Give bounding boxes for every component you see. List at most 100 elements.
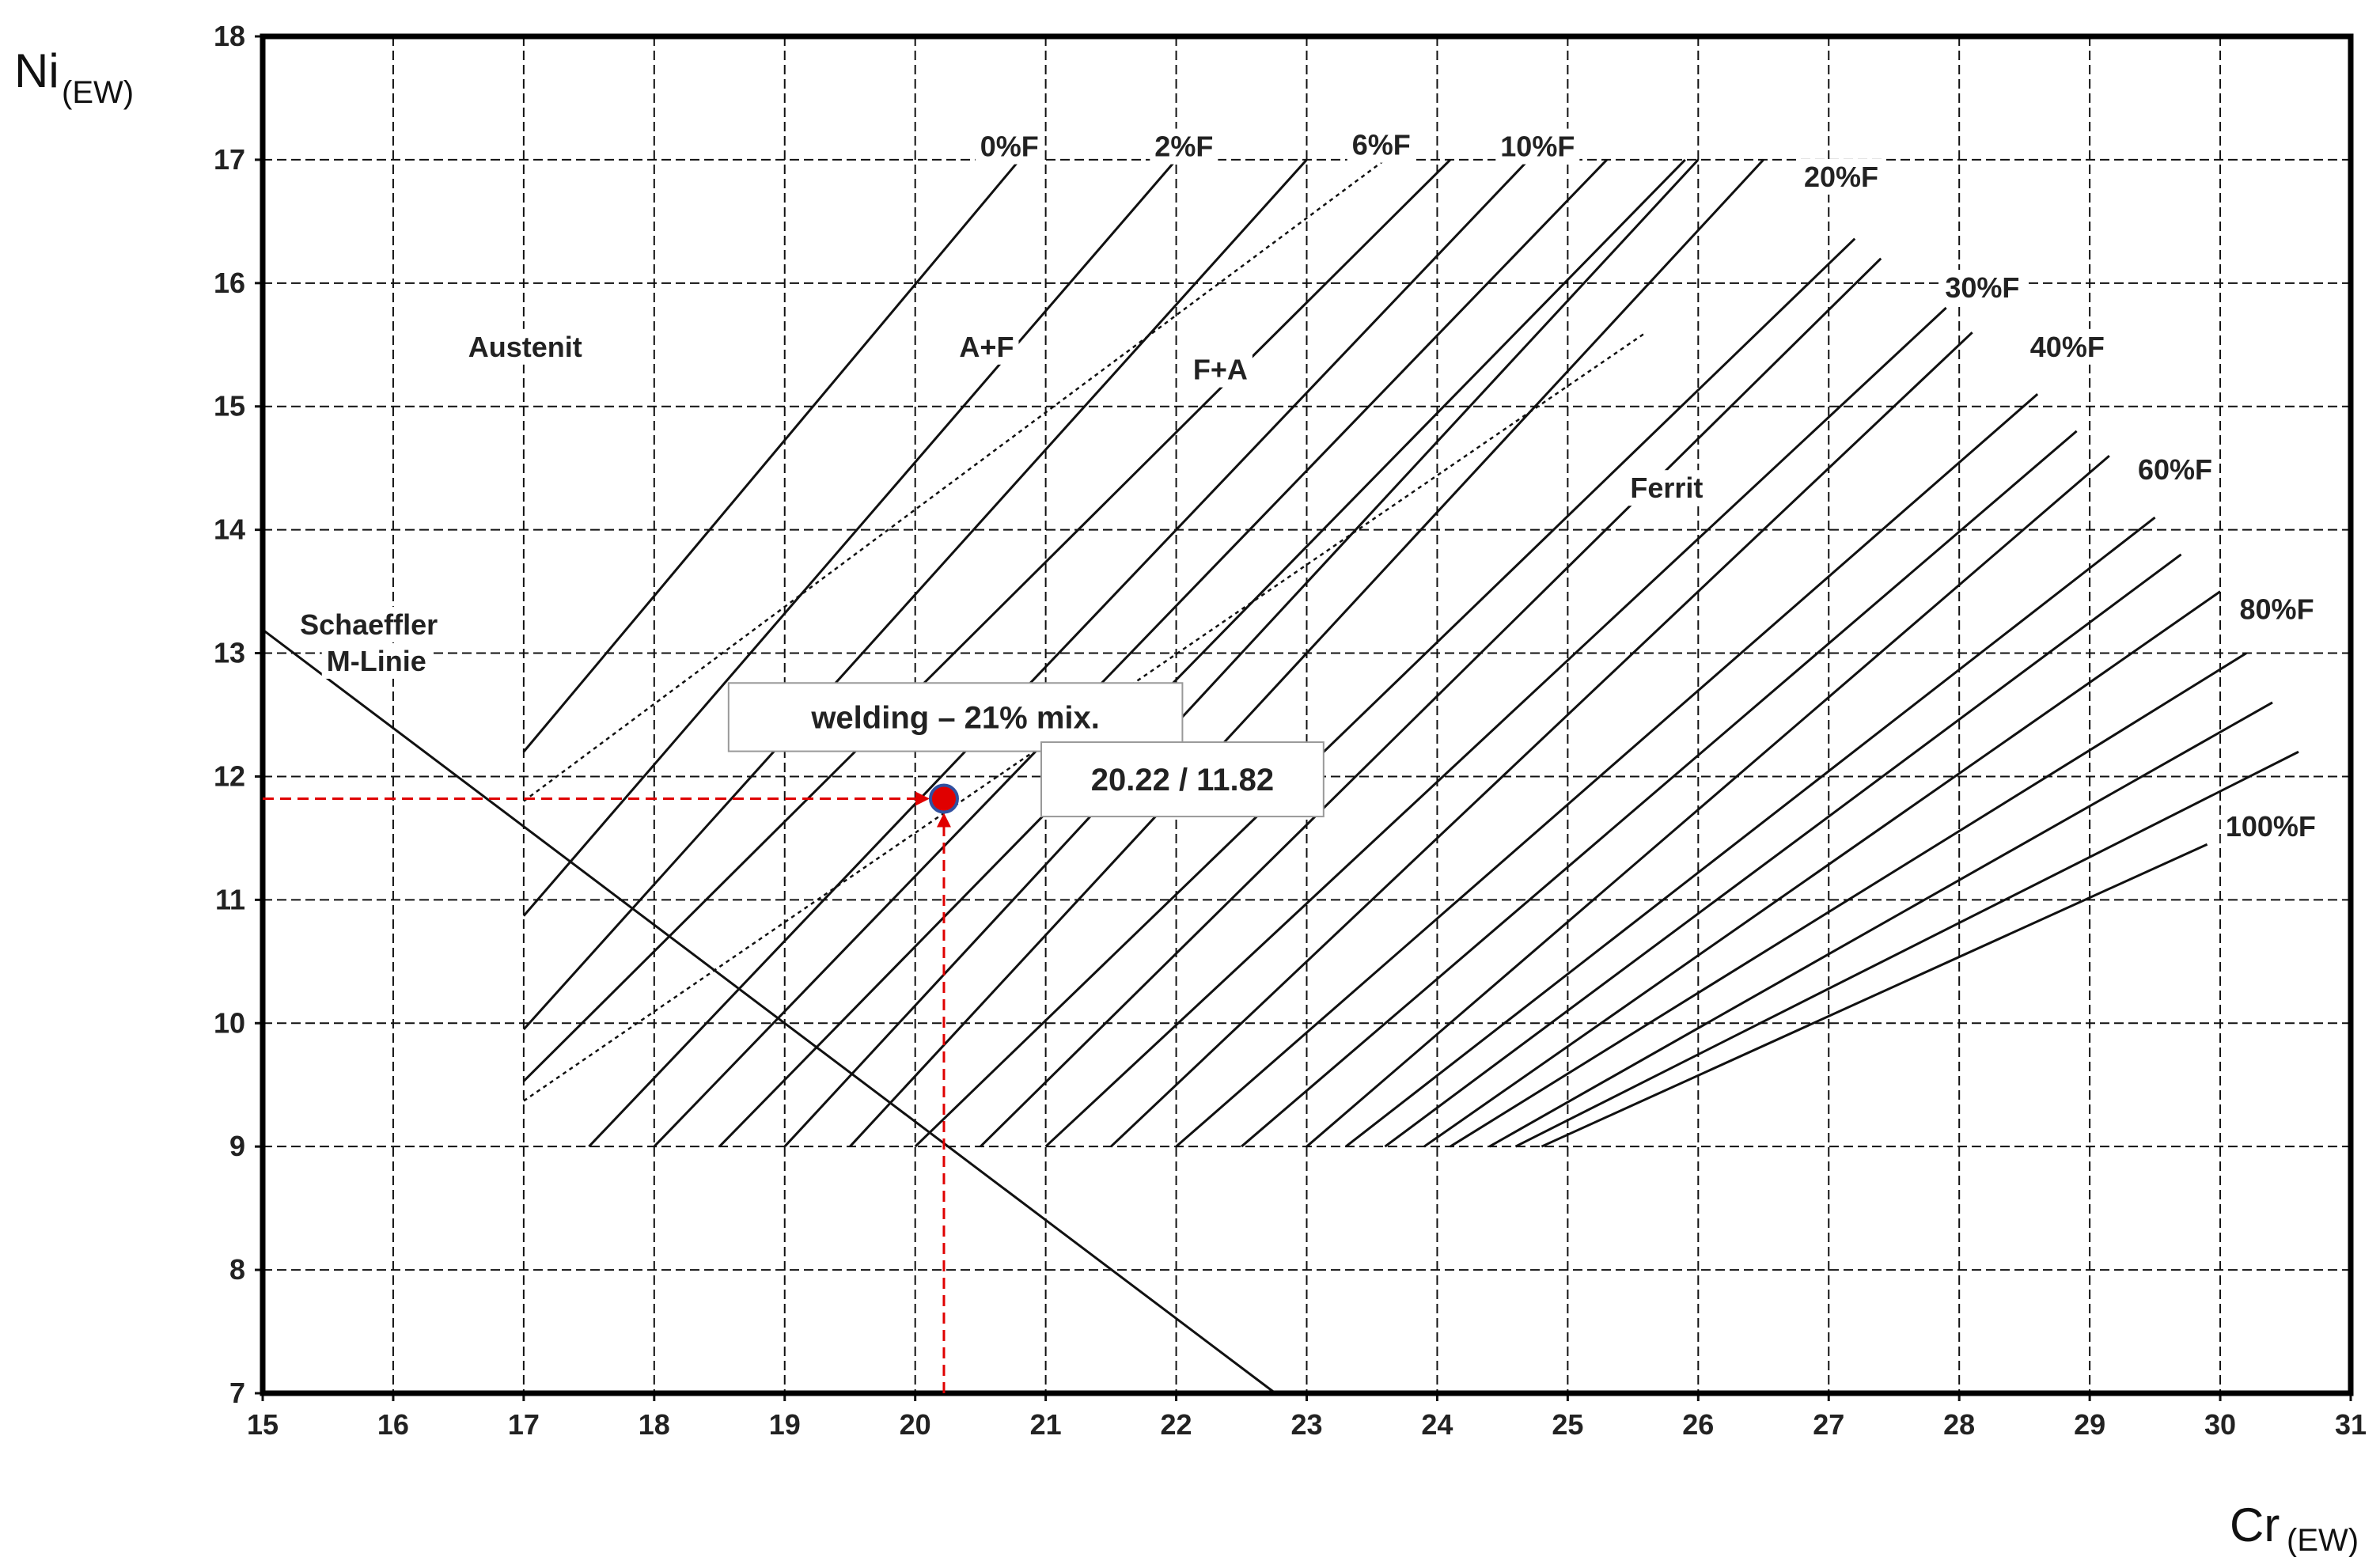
y-tick-label: 11: [215, 883, 245, 915]
ferrite-line: [588, 158, 1529, 1148]
y-tick-label: 14: [214, 513, 245, 546]
ferrite-line: [522, 158, 1451, 1082]
x-tick-label: 30: [2204, 1408, 2236, 1441]
x-tick-label: 25: [1552, 1408, 1583, 1441]
ferrite-line: [914, 237, 1856, 1148]
label-background: [1495, 128, 1580, 165]
label-background: [1347, 127, 1415, 163]
x-tick-label: 21: [1030, 1408, 1062, 1441]
label-background: [975, 128, 1044, 165]
y-tick-label: 13: [214, 637, 245, 669]
ferrite-line: [1044, 306, 1947, 1148]
label-background: [2220, 809, 2321, 845]
label-background: [1188, 351, 1253, 388]
region-label: 30%F: [1945, 271, 2019, 304]
ferrite-line: [1488, 701, 2273, 1148]
y-tick-label: 8: [229, 1253, 245, 1286]
x-axis-label-sub: (EW): [2287, 1523, 2359, 1557]
label-background: [954, 328, 1019, 365]
ferrite-line: [1423, 590, 2221, 1148]
region-label: 60%F: [2138, 453, 2212, 486]
y-tick-label: 9: [229, 1130, 245, 1162]
plot-lines: [260, 33, 2354, 1396]
grid: 15 16 17 18 19 20 21 22 23 24 25 26 27 28 29 30 31 7 8 9 10 1…: [214, 20, 2367, 1441]
x-tick-label: 20: [900, 1408, 931, 1441]
region-label: Ferrit: [1630, 472, 1703, 504]
y-axis-label: Ni: [14, 44, 59, 97]
phase-boundary: [523, 331, 1647, 1102]
ferrite-line: [1450, 652, 2247, 1148]
region-label: 80%F: [2240, 593, 2314, 626]
y-tick-label: 17: [214, 143, 245, 176]
ferrite-line: [1306, 454, 2110, 1148]
label-background: [295, 606, 443, 642]
label-background: [2234, 591, 2319, 627]
x-tick-label: 15: [247, 1408, 279, 1441]
data-point: [928, 783, 959, 814]
label-background: [2025, 328, 2109, 365]
x-tick-label: 17: [508, 1408, 540, 1441]
ferrite-line: [783, 158, 1700, 1148]
x-axis-label: Cr: [2230, 1498, 2280, 1551]
x-tick-label: 19: [769, 1408, 801, 1441]
x-tick-label: 24: [1421, 1408, 1453, 1441]
region-label: F+A: [1193, 354, 1248, 386]
ferrite-line: [653, 158, 1608, 1148]
guide-arrow-v: [936, 813, 951, 828]
label-background: [2132, 452, 2218, 488]
point-label: 20.22 / 11.82: [1091, 763, 1274, 797]
region-label: 100%F: [2226, 810, 2316, 843]
region-label: Austenit: [468, 331, 582, 363]
x-tick-label: 22: [1161, 1408, 1192, 1441]
ferrite-line: [980, 257, 1882, 1148]
ferrite-line: [1384, 553, 2182, 1148]
region-label: 0%F: [980, 131, 1039, 163]
label-background: [1940, 270, 2025, 305]
y-tick-label: 15: [214, 390, 245, 422]
ferrite-line: [1110, 331, 1973, 1148]
phase-boundary: [523, 158, 1386, 802]
guide-arrow-h: [915, 791, 930, 806]
region-label: 6%F: [1352, 129, 1411, 161]
region-label: M-Linie: [327, 645, 426, 677]
ferrite-line: [522, 158, 1177, 917]
y-tick-label: 10: [214, 1006, 245, 1039]
x-tick-label: 29: [2074, 1408, 2105, 1441]
label-background: [321, 642, 431, 679]
point-name: welding – 21% mix.: [810, 700, 1100, 735]
x-tick-label: 23: [1290, 1408, 1322, 1441]
region-label: Schaeffler: [300, 608, 438, 641]
x-tick-label: 31: [2335, 1408, 2367, 1441]
region-label: 20%F: [1804, 161, 1878, 193]
label-background: [463, 328, 587, 365]
x-tick-label: 27: [1813, 1408, 1844, 1441]
y-axis-label-sub: (EW): [62, 75, 134, 110]
label-background: [1798, 158, 1884, 195]
plot-frame: [260, 33, 2354, 1396]
point-name-box: [727, 682, 1184, 752]
ferrite-line: [1514, 750, 2299, 1148]
ferrite-line: [718, 158, 1686, 1148]
point-label-box: [1040, 741, 1325, 818]
label-background: [1625, 470, 1708, 506]
ferrite-line: [522, 158, 1021, 753]
ferrite-line: [1241, 430, 2078, 1148]
region-label: 10%F: [1500, 131, 1575, 163]
x-tick-label: 28: [1943, 1408, 1975, 1441]
y-tick-label: 7: [229, 1377, 245, 1409]
label-background: [1150, 128, 1218, 165]
ferrite-line: [522, 158, 1308, 1031]
y-tick-label: 16: [214, 267, 245, 299]
y-tick-label: 12: [214, 760, 245, 792]
labels: 0%F 2%F 6%F 10%F 20%F 30%F 40%F 60%F 80%F 100%F Au…: [263, 127, 2321, 1393]
y-tick-label: 18: [214, 20, 245, 52]
ferrite-line: [1345, 516, 2156, 1148]
m-line: [262, 628, 1276, 1395]
x-tick-label: 18: [639, 1408, 670, 1441]
ferrite-line: [1175, 393, 2039, 1148]
region-label: 2%F: [1154, 131, 1213, 163]
x-tick-label: 26: [1682, 1408, 1714, 1441]
region-label: 40%F: [2030, 331, 2105, 363]
